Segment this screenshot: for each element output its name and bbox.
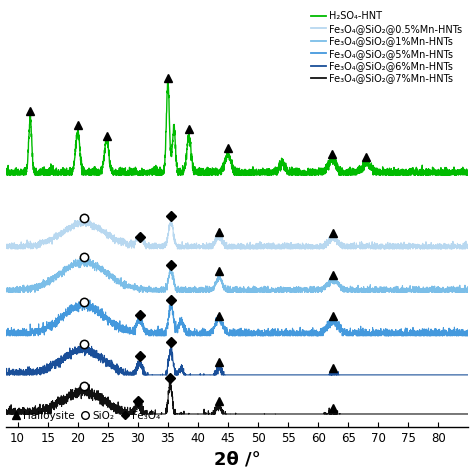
Legend: Halloysite, SiO₂, Fe₃O₄: Halloysite, SiO₂, Fe₃O₄ — [11, 410, 162, 422]
X-axis label: 2θ /°: 2θ /° — [214, 450, 260, 468]
